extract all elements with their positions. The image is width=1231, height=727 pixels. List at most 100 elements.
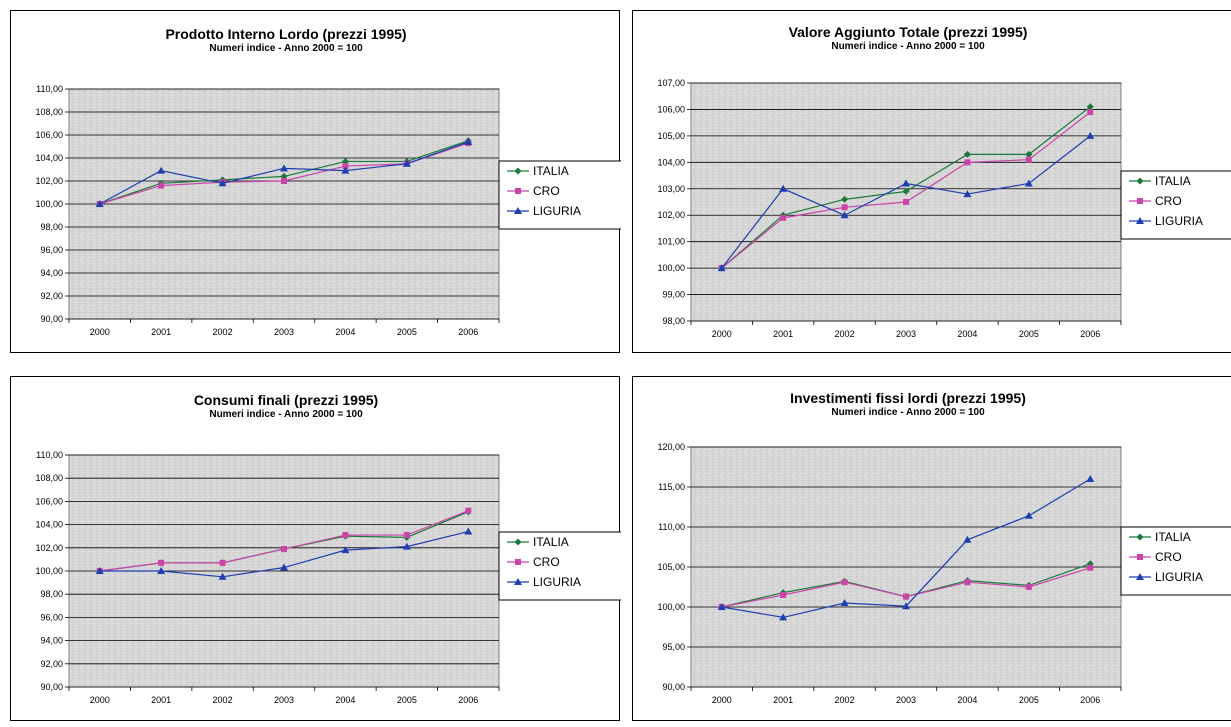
y-tick-label: 98,00	[40, 222, 63, 232]
y-tick-label: 104,00	[35, 153, 63, 163]
legend-marker-cro	[1137, 554, 1143, 560]
data-point-liguria	[1024, 179, 1033, 187]
data-point-cro	[780, 214, 787, 221]
data-point-liguria	[157, 166, 166, 174]
data-point-liguria	[963, 190, 972, 198]
legend-label-cro: CRO	[533, 184, 560, 198]
data-point-cro	[903, 593, 909, 600]
y-tick-label: 105,00	[657, 131, 685, 141]
legend-marker-italia	[514, 538, 522, 546]
y-tick-label: 108,00	[35, 473, 63, 483]
y-tick-label: 96,00	[40, 612, 63, 622]
chart-panel-valore-aggiunto: Valore Aggiunto Totale (prezzi 1995) Nume…	[632, 10, 1231, 353]
y-tick-label: 94,00	[40, 636, 63, 646]
legend-label-italia: ITALIA	[1155, 174, 1191, 188]
legend-label-cro: CRO	[533, 555, 560, 569]
y-tick-label: 102,00	[35, 543, 63, 553]
x-tick-label: 2003	[896, 695, 916, 705]
legend-marker-cro	[1137, 198, 1143, 204]
legend-marker-italia	[1136, 533, 1144, 541]
chart-panel-investimenti: Investimenti fissi lordi (prezzi 1995) Nu…	[632, 376, 1231, 721]
chart-subtitle: Numeri indice - Anno 2000 = 100	[831, 41, 985, 52]
legend-marker-italia	[1136, 177, 1144, 185]
data-point-liguria	[402, 542, 411, 550]
data-point-cro	[780, 592, 787, 598]
data-point-liguria	[280, 164, 288, 172]
legend-label-italia: ITALIA	[533, 535, 569, 549]
y-tick-label: 110,00	[658, 522, 685, 532]
y-tick-label: 90,00	[40, 314, 63, 324]
y-tick-label: 100,00	[657, 602, 685, 612]
legend-marker-cro	[515, 559, 521, 565]
data-point-cro	[1087, 564, 1094, 571]
data-point-liguria	[95, 200, 104, 207]
y-tick-label: 92,00	[40, 659, 63, 669]
y-tick-label: 120,00	[657, 442, 685, 452]
y-tick-label: 104,00	[657, 157, 685, 167]
data-point-cro	[1025, 156, 1032, 163]
data-point-cro	[841, 579, 848, 586]
legend-label-liguria: LIGURIA	[1155, 214, 1203, 228]
y-tick-label: 110,00	[36, 84, 63, 94]
x-tick-label: 2001	[773, 329, 793, 339]
x-tick-label: 2006	[1080, 329, 1100, 339]
data-point-liguria	[157, 567, 166, 574]
chart-svg: Prodotto Interno Lordo (prezzi 1995)Nume…	[35, 26, 624, 337]
data-point-italia	[841, 195, 849, 203]
x-tick-label: 2005	[397, 695, 417, 705]
legend-marker-liguria	[514, 578, 522, 585]
data-point-cro	[465, 507, 472, 514]
legend-marker-liguria	[1136, 573, 1144, 580]
y-tick-label: 98,00	[662, 316, 685, 326]
data-point-liguria	[218, 572, 227, 580]
data-point-italia	[1025, 150, 1033, 158]
y-tick-label: 106,00	[35, 496, 63, 506]
data-point-liguria	[902, 179, 910, 187]
chart-title: Consumi finali (prezzi 1995)	[194, 392, 378, 408]
y-tick-label: 110,00	[36, 450, 63, 460]
y-tick-label: 100,00	[35, 199, 63, 209]
data-point-liguria	[280, 563, 288, 571]
legend-label-liguria: LIGURIA	[533, 204, 581, 218]
y-tick-label: 95,00	[662, 642, 685, 652]
chart-subtitle: Numeri indice - Anno 2000 = 100	[209, 409, 363, 420]
y-tick-label: 106,00	[657, 104, 685, 114]
y-tick-label: 105,00	[657, 562, 685, 572]
chart-subtitle: Numeri indice - Anno 2000 = 100	[209, 43, 363, 54]
chart-title: Investimenti fissi lordi (prezzi 1995)	[790, 390, 1026, 406]
data-point-liguria	[840, 211, 849, 219]
legend-marker-cro	[515, 188, 521, 194]
x-tick-label: 2003	[896, 329, 916, 339]
chart-title: Prodotto Interno Lordo (prezzi 1995)	[165, 26, 406, 42]
y-tick-label: 101,00	[657, 237, 685, 247]
chart-svg: Valore Aggiunto Totale (prezzi 1995)Nume…	[657, 24, 1231, 339]
chart-svg: Consumi finali (prezzi 1995)Numeri indic…	[35, 392, 624, 705]
x-tick-label: 2001	[151, 695, 171, 705]
legend-marker-liguria	[514, 207, 522, 214]
data-point-liguria	[840, 599, 849, 606]
data-point-cro	[964, 579, 971, 586]
y-tick-label: 108,00	[35, 107, 63, 117]
data-point-liguria	[779, 613, 788, 621]
x-tick-label: 2006	[458, 327, 478, 337]
x-tick-label: 2005	[397, 327, 417, 337]
x-tick-label: 2005	[1019, 329, 1039, 339]
data-point-liguria	[717, 603, 726, 610]
x-tick-label: 2001	[151, 327, 171, 337]
y-tick-label: 104,00	[35, 520, 63, 530]
x-tick-label: 2004	[335, 695, 355, 705]
data-point-liguria	[963, 535, 972, 543]
x-tick-label: 2002	[213, 695, 233, 705]
data-point-liguria	[779, 184, 788, 192]
data-point-cro	[158, 559, 165, 566]
chart-panel-consumi: Consumi finali (prezzi 1995) Numeri indic…	[10, 376, 624, 721]
data-point-liguria	[1024, 511, 1033, 519]
legend-label-liguria: LIGURIA	[1155, 570, 1203, 584]
legend-marker-liguria	[1136, 217, 1144, 224]
legend-label-cro: CRO	[1155, 550, 1182, 564]
legend-label-italia: ITALIA	[533, 164, 569, 178]
y-tick-label: 98,00	[40, 589, 63, 599]
y-tick-label: 92,00	[40, 291, 63, 301]
x-tick-label: 2004	[957, 329, 977, 339]
data-point-liguria	[95, 567, 104, 574]
